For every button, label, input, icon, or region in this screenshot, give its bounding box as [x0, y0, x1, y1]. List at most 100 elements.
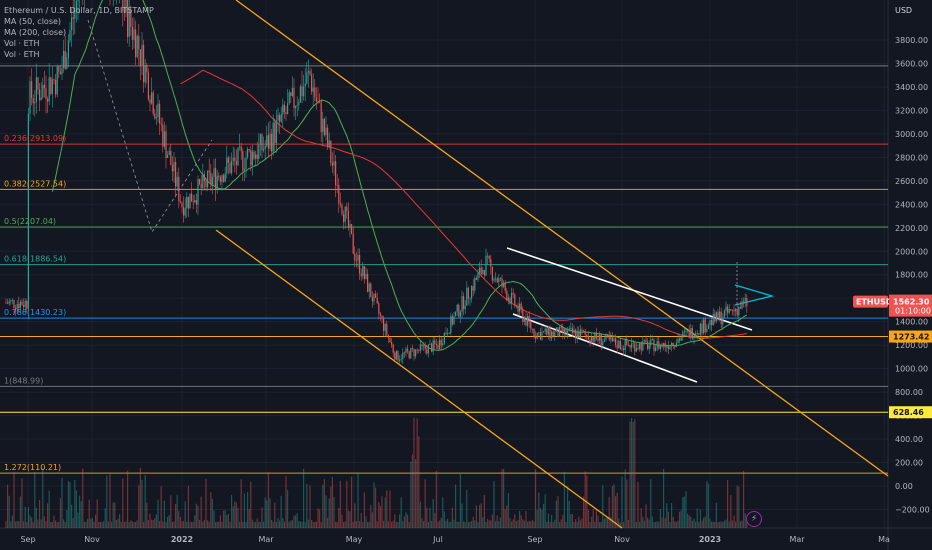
volume-bar: [186, 521, 188, 528]
volume-bar: [507, 493, 509, 528]
candle-body: [288, 92, 290, 104]
price-level-value: 1273.42: [893, 333, 929, 342]
candle-body: [706, 328, 708, 333]
candle-body: [391, 342, 393, 345]
volume-bar: [699, 509, 701, 528]
candle-body: [320, 102, 322, 132]
candle-body: [408, 351, 410, 359]
candle-body: [584, 331, 586, 335]
candle-body: [19, 301, 21, 309]
candle-body: [461, 296, 463, 312]
candle-body: [359, 255, 361, 274]
volume-bar: [557, 496, 559, 528]
volume-bar: [496, 515, 498, 528]
price-axis[interactable]: 3800.00 3600.00 3400.00 3200.00 3000.00 2800.…: [895, 36, 930, 514]
volume-bar: [114, 502, 116, 528]
candle-body: [243, 168, 245, 171]
ma50-legend[interactable]: MA (50, close): [4, 17, 62, 26]
volume-bar: [442, 497, 444, 528]
candle-body: [488, 255, 490, 260]
volume-bar: [149, 513, 151, 528]
candle-body: [666, 346, 668, 348]
volume-bar: [570, 514, 572, 528]
volume-bar: [571, 513, 573, 528]
volume-bar: [243, 493, 245, 528]
volume-bar: [93, 521, 95, 528]
candle-body: [693, 337, 695, 339]
volume-bar: [53, 515, 55, 528]
volume-bar: [746, 521, 748, 528]
price-tick-label: 1000.00: [895, 365, 928, 374]
volume-bar: [195, 503, 197, 528]
candle-body: [504, 282, 506, 291]
volume-bar: [203, 519, 205, 528]
candle-body: [389, 337, 391, 343]
candle-body: [274, 122, 276, 144]
lightning-icon[interactable]: ⚡: [746, 511, 762, 527]
candle-body: [717, 311, 719, 320]
candle-body: [735, 308, 737, 312]
candle-body: [615, 338, 617, 346]
candle-body: [50, 77, 52, 95]
last-price-value: 1562.30: [893, 298, 930, 307]
volume-bar: [629, 421, 631, 528]
candle-body: [51, 79, 53, 95]
candle-body: [277, 114, 279, 121]
volume-bar: [663, 468, 665, 528]
volume-bar: [277, 517, 279, 528]
volume-bar: [727, 479, 729, 528]
time-axis[interactable]: Sep Nov 2022 Mar May Jul Sep Nov 2023 Mar Ma: [20, 535, 890, 544]
candle-body: [475, 277, 477, 280]
volume-bar: [283, 521, 285, 528]
candle-body: [371, 297, 373, 302]
volume-bar: [178, 510, 180, 528]
volume-bar: [463, 521, 465, 528]
volume-legend[interactable]: Vol · ETH: [4, 39, 40, 48]
candle-body: [682, 332, 684, 338]
candle-body: [632, 343, 634, 345]
candle-body: [395, 351, 397, 360]
candle-body: [223, 175, 225, 182]
volume-bar: [376, 521, 378, 528]
candle-body: [5, 302, 7, 304]
volume-bar: [96, 499, 98, 528]
volume-bar: [258, 521, 260, 528]
volume-bar: [509, 517, 511, 528]
candle-body: [365, 273, 367, 279]
volume-bar: [736, 485, 738, 528]
volume-legend-2[interactable]: Vol · ETH: [4, 50, 40, 59]
volume-bar: [271, 519, 273, 528]
symbol-title[interactable]: Ethereum / U.S. Dollar, 1D, BITSTAMP: [4, 6, 154, 15]
volume-bar: [514, 514, 516, 528]
volume-bar: [511, 521, 513, 528]
volume-bar: [144, 475, 146, 528]
candle-body: [603, 339, 605, 342]
volume-bar: [474, 520, 476, 528]
volume-bar: [5, 521, 7, 528]
volume-bar: [18, 521, 20, 528]
candle-body: [43, 84, 45, 89]
candle-body: [472, 286, 474, 291]
volume-bar: [555, 500, 557, 528]
fib-labels: 0.236(2913.09) 0.382(2527.54) 0.5(2207.04)…: [4, 134, 66, 472]
volume-bar: [125, 521, 127, 528]
volume-bar: [703, 517, 705, 528]
volume-bar: [107, 521, 109, 528]
dashed-projection: [87, 19, 213, 233]
candle-body: [357, 255, 359, 261]
volume-bar: [211, 498, 213, 528]
volume-bar: [131, 521, 133, 528]
candle-body: [303, 86, 305, 97]
candle-body: [467, 287, 469, 299]
candle-body: [623, 348, 625, 351]
fib-level-label: 0.236(2913.09): [4, 134, 66, 143]
volume-bar: [304, 521, 306, 528]
candle-body: [743, 301, 745, 303]
candle-body: [147, 72, 149, 100]
ma200-legend[interactable]: MA (200, close): [4, 28, 67, 37]
candle-body: [509, 297, 511, 304]
candle-body: [336, 185, 338, 186]
candle-body: [128, 8, 130, 37]
candle-body: [296, 104, 298, 106]
